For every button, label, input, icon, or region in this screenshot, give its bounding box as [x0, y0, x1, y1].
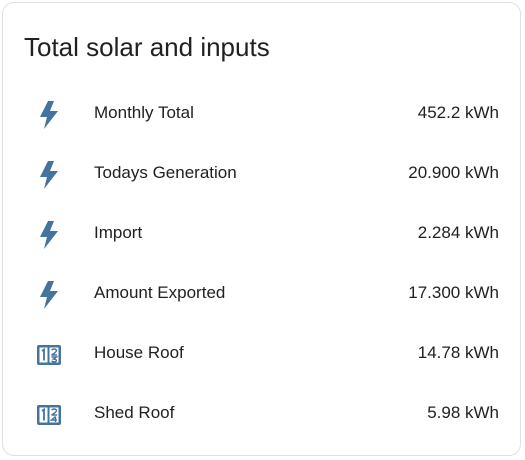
entity-row-todays-generation[interactable]: Todays Generation 20.900 kWh [3, 143, 520, 203]
entity-value: 5.98 kWh [427, 403, 499, 422]
entity-label: Todays Generation [94, 163, 237, 182]
entity-row-house-roof[interactable]: House Roof 14.78 kWh [3, 323, 520, 383]
flash-icon [33, 99, 65, 131]
entity-value: 17.300 kWh [408, 283, 499, 302]
entity-label: Import [94, 223, 143, 242]
numeric-box-icon [33, 399, 65, 431]
flash-icon [33, 279, 65, 311]
entity-value: 452.2 kWh [417, 103, 499, 122]
card-title: Total solar and inputs [24, 32, 270, 62]
numeric-box-icon [33, 339, 65, 371]
entity-label: Monthly Total [94, 103, 194, 122]
entity-value: 14.78 kWh [417, 343, 499, 362]
flash-icon [33, 159, 65, 191]
entity-row-amount-exported[interactable]: Amount Exported 17.300 kWh [3, 263, 520, 323]
entity-label: Shed Roof [94, 403, 175, 422]
flash-icon [33, 219, 65, 251]
entity-value: 2.284 kWh [417, 223, 499, 242]
entity-row-shed-roof[interactable]: Shed Roof 5.98 kWh [3, 383, 520, 443]
entity-list: Monthly Total 452.2 kWh Todays Generatio… [3, 83, 520, 443]
entity-label: House Roof [94, 343, 184, 362]
entity-row-import[interactable]: Import 2.284 kWh [3, 203, 520, 263]
entities-card: Total solar and inputs Monthly Total 452… [2, 2, 521, 456]
entity-row-monthly-total[interactable]: Monthly Total 452.2 kWh [3, 83, 520, 143]
entity-label: Amount Exported [94, 283, 226, 302]
entity-value: 20.900 kWh [408, 163, 499, 182]
